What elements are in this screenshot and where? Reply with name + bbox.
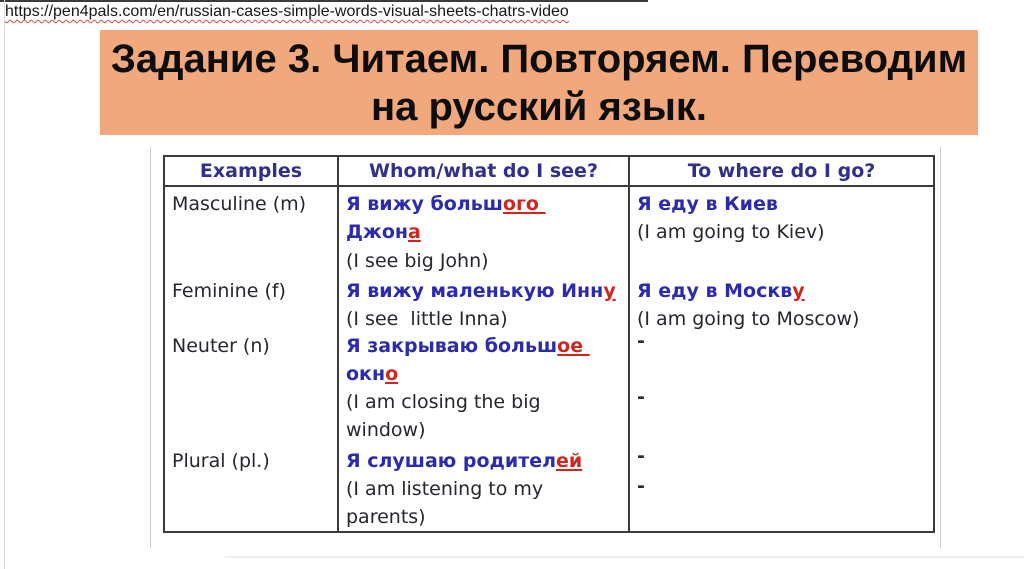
text-run-end: у bbox=[603, 280, 616, 302]
table-header-row: Examples Whom/what do I see? To where do… bbox=[165, 157, 933, 187]
header-whom-what: Whom/what do I see? bbox=[337, 157, 628, 185]
text-run-ru: Я закрываю больш bbox=[346, 335, 558, 357]
text-run-dash: - bbox=[637, 445, 645, 467]
text-run-dash: - bbox=[637, 475, 645, 497]
table-text-line: Я еду в Киев bbox=[637, 190, 930, 218]
table-text-line: (I am going to Moscow) bbox=[637, 305, 930, 333]
text-run-ru: Я еду в Киев bbox=[637, 193, 778, 215]
table-text-line: Feminine (f) bbox=[172, 280, 286, 302]
table-text-line: (I am going to Kiev) bbox=[637, 218, 930, 246]
whom-what-cell: Я вижу большого Джона (I see big John) Я в… bbox=[337, 187, 628, 531]
top-border-line bbox=[0, 0, 648, 2]
text-run-end: ое bbox=[557, 335, 590, 357]
table-body-row: Masculine (m) Feminine (f) Neuter (n) Plura… bbox=[165, 187, 933, 531]
text-run-dash: - bbox=[637, 330, 645, 352]
table-text-line: Я вижу маленькую Инну bbox=[346, 277, 625, 305]
text-run-end: а bbox=[408, 221, 421, 243]
text-run-en: (I am going to Moscow) bbox=[637, 308, 860, 330]
table-text-line: - bbox=[637, 442, 930, 470]
text-run-end: о bbox=[385, 363, 399, 385]
text-run-ru: Джон bbox=[346, 221, 409, 243]
text-run-en: (I see big John) bbox=[346, 250, 489, 272]
table-text-line: Я закрываю большое окно bbox=[346, 332, 625, 388]
table-text-line: - bbox=[637, 383, 930, 411]
text-run-end: ого bbox=[502, 193, 546, 215]
page-url-link[interactable]: https://pen4pals.com/en/russian-cases-si… bbox=[5, 3, 569, 20]
text-run-en: parents) bbox=[346, 506, 426, 528]
text-run-en: (I see little Inna) bbox=[346, 308, 508, 330]
table-text-line: Neuter (n) bbox=[172, 335, 270, 357]
text-run-en: (I am going to Kiev) bbox=[637, 221, 825, 243]
text-run-ru: Я слушаю родител bbox=[346, 450, 557, 472]
text-run-en: (I am closing the big bbox=[346, 391, 541, 413]
text-run-end: ей bbox=[556, 450, 583, 472]
header-examples: Examples bbox=[199, 160, 303, 182]
text-run-dash: - bbox=[637, 386, 645, 408]
cases-table: Examples Whom/what do I see? To where do… bbox=[163, 155, 935, 533]
text-run-end: у bbox=[792, 280, 805, 302]
table-text-line: Plural (pl.) bbox=[172, 450, 270, 472]
text-run-ru: окн bbox=[346, 363, 386, 385]
text-run-ru: Я еду в Москв bbox=[637, 280, 793, 302]
table-text-line: Я вижу большого Джона bbox=[346, 190, 625, 246]
text-run-ru: Я вижу маленькую Инн bbox=[346, 280, 604, 302]
table-text-line: Masculine (m) bbox=[172, 193, 307, 215]
examples-cell: Masculine (m) Feminine (f) Neuter (n) Plura… bbox=[165, 187, 337, 531]
table-text-line: Я слушаю родителей bbox=[346, 447, 625, 475]
table-text-line: - bbox=[637, 472, 930, 500]
table-text-line: - bbox=[637, 327, 930, 355]
title-line-1: Задание 3. Читаем. Повторяем. Переводим bbox=[110, 36, 968, 81]
to-where-cell: Я еду в Киев (I am going to Kiev) Я еду в … bbox=[628, 187, 933, 531]
title-banner: Задание 3. Читаем. Повторяем. Переводим … bbox=[100, 30, 978, 135]
left-border-line bbox=[4, 0, 5, 569]
table-text-line: Я еду в Москву bbox=[637, 277, 930, 305]
bottom-faint-line bbox=[225, 556, 1024, 558]
table-text-line: (I am listening to my parents) bbox=[346, 475, 625, 531]
text-run-ru: Я вижу больш bbox=[346, 193, 503, 215]
title-line-2: на русский язык. bbox=[371, 84, 707, 129]
text-run-en: window) bbox=[346, 419, 426, 441]
header-to-where: To where do I go? bbox=[628, 157, 933, 185]
text-run-en: (I am listening to my bbox=[346, 478, 544, 500]
table-text-line: (I am closing the big window) bbox=[346, 388, 625, 444]
table-text-line: (I see little Inna) bbox=[346, 305, 625, 333]
table-text-line: (I see big John) bbox=[346, 247, 625, 275]
